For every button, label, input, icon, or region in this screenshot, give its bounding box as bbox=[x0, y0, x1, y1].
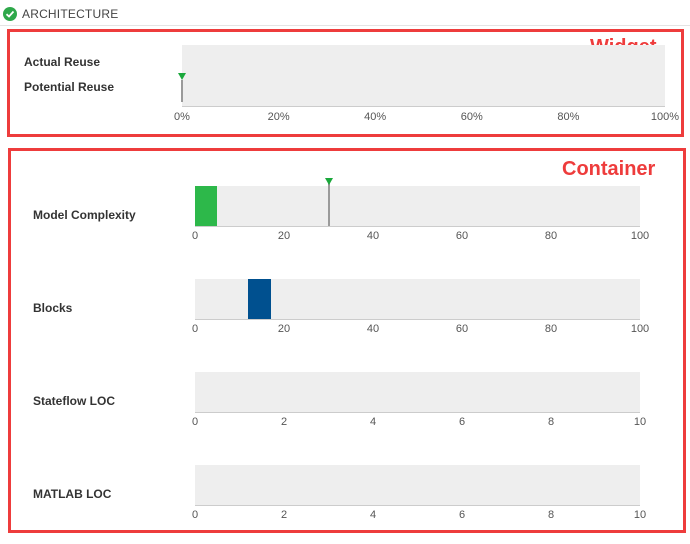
section-title: ARCHITECTURE bbox=[22, 7, 119, 21]
axis-tick-label: 60 bbox=[455, 230, 469, 242]
axis-tick-label: 20 bbox=[277, 323, 291, 335]
axis-tick-label: 0 bbox=[191, 323, 199, 335]
axis-tick-label: 2 bbox=[280, 416, 288, 428]
matlab-loc-gauge-axis bbox=[195, 505, 640, 506]
axis-tick-label: 4 bbox=[369, 416, 377, 428]
axis-tick-label: 80 bbox=[544, 323, 558, 335]
axis-tick-label: 4 bbox=[369, 509, 377, 521]
stateflow-loc-label: Stateflow LOC bbox=[33, 394, 116, 408]
axis-tick-label: 2 bbox=[280, 509, 288, 521]
axis-tick-label: 20 bbox=[277, 230, 291, 242]
axis-tick-label: 100 bbox=[630, 230, 650, 242]
axis-tick-label: 6 bbox=[458, 509, 466, 521]
widget-annotation-frame bbox=[7, 29, 684, 137]
model-complexity-threshold-marker bbox=[327, 180, 330, 226]
axis-tick-label: 0 bbox=[191, 416, 199, 428]
axis-tick-label: 0% bbox=[174, 111, 190, 123]
check-circle-icon bbox=[3, 7, 17, 21]
axis-tick-label: 60% bbox=[460, 111, 483, 123]
reuse-gauge-axis bbox=[182, 106, 665, 107]
matlab-loc-label: MATLAB LOC bbox=[33, 487, 112, 501]
axis-tick-label: 40% bbox=[364, 111, 387, 123]
actual-reuse-label: Actual Reuse bbox=[24, 55, 101, 69]
stateflow-loc-gauge-axis bbox=[195, 412, 640, 413]
axis-tick-label: 80% bbox=[557, 111, 580, 123]
blocks-value-bar bbox=[248, 279, 271, 319]
model-complexity-gauge-axis bbox=[195, 226, 640, 227]
axis-tick-label: 10 bbox=[633, 509, 647, 521]
axis-tick-label: 60 bbox=[455, 323, 469, 335]
marker-triangle-icon bbox=[178, 73, 186, 80]
axis-tick-label: 100 bbox=[630, 323, 650, 335]
axis-tick-label: 10 bbox=[633, 416, 647, 428]
blocks-label: Blocks bbox=[33, 301, 73, 315]
matlab-loc-gauge-track[interactable] bbox=[195, 465, 640, 505]
axis-tick-label: 80 bbox=[544, 230, 558, 242]
marker-triangle-icon bbox=[324, 178, 333, 185]
model-complexity-gauge-track[interactable] bbox=[195, 186, 640, 226]
container-annotation-label: Container bbox=[562, 158, 656, 180]
potential-reuse-marker-line bbox=[181, 80, 183, 102]
reuse-gauge-track[interactable] bbox=[182, 45, 665, 106]
stateflow-loc-gauge-track[interactable] bbox=[195, 372, 640, 412]
axis-tick-label: 6 bbox=[458, 416, 466, 428]
header-divider bbox=[0, 25, 690, 26]
potential-reuse-label: Potential Reuse bbox=[24, 80, 115, 94]
axis-tick-label: 0 bbox=[191, 509, 199, 521]
section-header[interactable]: ARCHITECTURE bbox=[3, 5, 118, 23]
axis-tick-label: 20% bbox=[267, 111, 290, 123]
model-complexity-value-bar bbox=[195, 186, 218, 226]
model-complexity-label: Model Complexity bbox=[33, 208, 136, 222]
axis-tick-label: 8 bbox=[547, 416, 555, 428]
container-annotation-frame bbox=[8, 148, 686, 533]
blocks-gauge-axis bbox=[195, 319, 640, 320]
axis-tick-label: 8 bbox=[547, 509, 555, 521]
axis-tick-label: 100% bbox=[650, 111, 680, 123]
axis-tick-label: 0 bbox=[191, 230, 199, 242]
axis-tick-label: 40 bbox=[366, 230, 380, 242]
axis-tick-label: 40 bbox=[366, 323, 380, 335]
